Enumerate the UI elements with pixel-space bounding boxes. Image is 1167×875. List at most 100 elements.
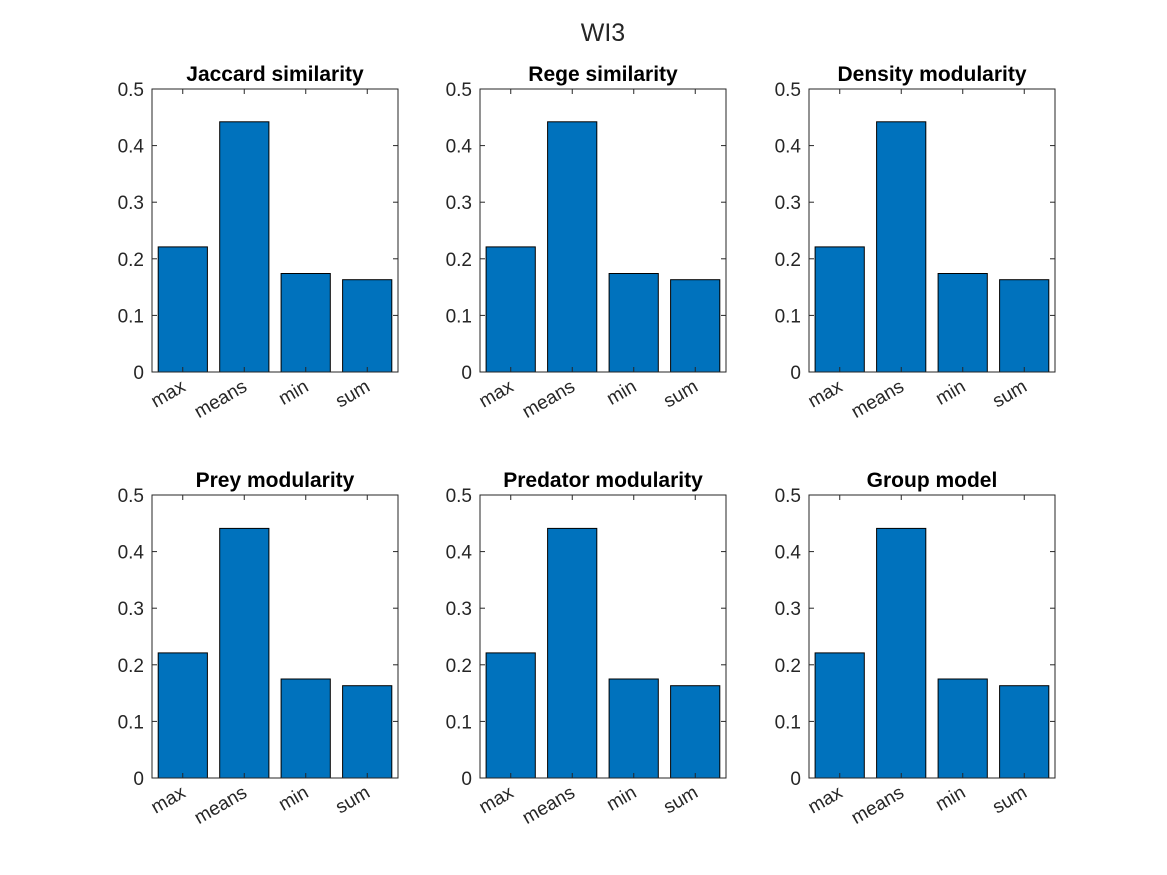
x-tick-label-max: max xyxy=(148,782,190,818)
y-tick-label: 0.1 xyxy=(118,712,144,733)
axes-box xyxy=(479,494,727,779)
subplot-title: Group model xyxy=(867,469,998,492)
figure-title: WI3 xyxy=(581,19,625,47)
x-tick-label-sum: sum xyxy=(989,782,1031,818)
bar-min xyxy=(608,678,659,779)
subplot-title: Prey modularity xyxy=(196,469,355,492)
y-tick-label: 0.2 xyxy=(446,250,472,271)
bar-sum xyxy=(999,279,1050,373)
bar-min xyxy=(608,273,659,373)
bar-max xyxy=(157,246,208,373)
x-tick-label-min: min xyxy=(275,782,312,815)
bar-sum xyxy=(999,685,1050,779)
y-tick-label: 0.2 xyxy=(446,656,472,677)
bar-means xyxy=(547,527,598,779)
subplot-title: Jaccard similarity xyxy=(186,63,364,86)
bar-means xyxy=(876,121,927,373)
y-tick-label: 0.4 xyxy=(118,137,145,158)
x-tick-label-max: max xyxy=(805,782,847,818)
bar-max xyxy=(485,246,536,373)
y-tick-label: 0.5 xyxy=(446,486,472,507)
y-tick-label: 0.2 xyxy=(118,250,144,271)
axes-box xyxy=(808,88,1056,373)
y-tick-label: 0.1 xyxy=(118,306,144,327)
y-tick-label: 0 xyxy=(461,769,472,790)
bar-max xyxy=(814,246,865,373)
x-tick-label-max: max xyxy=(476,782,518,818)
bar-means xyxy=(876,527,927,779)
y-tick-label: 0.3 xyxy=(775,599,801,620)
bar-min xyxy=(937,678,988,779)
axes-box xyxy=(151,88,399,373)
y-tick-label: 0.1 xyxy=(446,306,472,327)
x-tick-label-max: max xyxy=(148,376,190,412)
axes-box xyxy=(479,88,727,373)
y-tick-label: 0.5 xyxy=(775,80,801,101)
x-tick-label-max: max xyxy=(805,376,847,412)
y-tick-label: 0 xyxy=(133,769,144,790)
y-tick-label: 0.3 xyxy=(118,599,144,620)
y-tick-label: 0.2 xyxy=(775,250,801,271)
subplot-title: Rege similarity xyxy=(528,63,678,86)
y-tick-label: 0.5 xyxy=(775,486,801,507)
x-tick-label-min: min xyxy=(275,376,312,409)
y-tick-label: 0 xyxy=(133,363,144,384)
subplot-title: Predator modularity xyxy=(503,469,703,492)
x-tick-label-means: means xyxy=(848,782,908,829)
bar-sum xyxy=(342,685,393,779)
y-tick-label: 0.5 xyxy=(118,486,144,507)
bar-max xyxy=(157,652,208,779)
x-tick-label-means: means xyxy=(848,376,908,423)
y-tick-label: 0 xyxy=(790,363,801,384)
y-tick-label: 0.3 xyxy=(775,193,801,214)
bar-sum xyxy=(342,279,393,373)
subplot-density-modularity: Density modularity 0 0.1 0.2 0.3 0.4 0.5 max mea… xyxy=(775,63,1056,423)
x-tick-label-means: means xyxy=(191,376,251,423)
y-tick-label: 0.3 xyxy=(446,193,472,214)
bar-means xyxy=(547,121,598,373)
y-tick-label: 0.3 xyxy=(446,599,472,620)
y-tick-label: 0.4 xyxy=(446,137,473,158)
subplot-predator-modularity: Predator modularity 0 0.1 0.2 0.3 0.4 0.5 max me… xyxy=(446,469,727,829)
x-tick-label-sum: sum xyxy=(660,376,702,412)
bar-min xyxy=(937,273,988,373)
y-tick-label: 0.1 xyxy=(446,712,472,733)
y-tick-label: 0.4 xyxy=(118,543,145,564)
bar-min xyxy=(280,678,331,779)
x-tick-label-means: means xyxy=(519,376,579,423)
y-tick-label: 0.1 xyxy=(775,306,801,327)
subplot-prey-modularity: Prey modularity 0 0.1 0.2 0.3 0.4 0.5 max means m… xyxy=(118,469,399,829)
axes-box xyxy=(808,494,1056,779)
bar-min xyxy=(280,273,331,373)
x-tick-label-means: means xyxy=(519,782,579,829)
y-tick-label: 0.5 xyxy=(446,80,472,101)
subplot-rege-similarity: Rege similarity 0 0.1 0.2 0.3 0.4 0.5 max means m… xyxy=(446,63,727,423)
y-tick-label: 0 xyxy=(790,769,801,790)
x-tick-label-max: max xyxy=(476,376,518,412)
bar-sum xyxy=(670,279,721,373)
y-tick-label: 0.5 xyxy=(118,80,144,101)
axes-box xyxy=(151,494,399,779)
bar-means xyxy=(219,121,270,373)
y-tick-label: 0.4 xyxy=(775,543,802,564)
x-tick-label-min: min xyxy=(932,782,969,815)
bar-means xyxy=(219,527,270,779)
y-tick-label: 0.4 xyxy=(775,137,802,158)
y-tick-label: 0.2 xyxy=(118,656,144,677)
x-tick-label-sum: sum xyxy=(332,782,374,818)
x-tick-label-min: min xyxy=(932,376,969,409)
y-tick-label: 0.2 xyxy=(775,656,801,677)
x-tick-label-min: min xyxy=(603,376,640,409)
subplot-title: Density modularity xyxy=(837,63,1026,86)
x-tick-label-sum: sum xyxy=(660,782,702,818)
y-tick-label: 0 xyxy=(461,363,472,384)
subplot-group-model: Group model 0 0.1 0.2 0.3 0.4 0.5 max means min su… xyxy=(775,469,1056,829)
x-tick-label-sum: sum xyxy=(989,376,1031,412)
y-tick-label: 0.4 xyxy=(446,543,473,564)
bar-max xyxy=(814,652,865,779)
x-tick-label-sum: sum xyxy=(332,376,374,412)
subplot-jaccard-similarity: Jaccard similarity 0 0.1 0.2 0.3 0.4 0.5 max mea… xyxy=(118,63,399,423)
y-tick-label: 0.3 xyxy=(118,193,144,214)
